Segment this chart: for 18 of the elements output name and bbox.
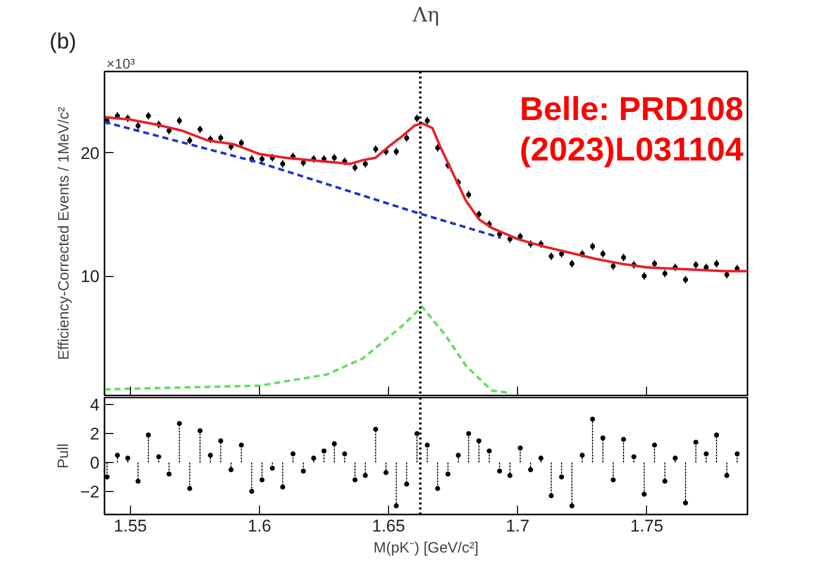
x-tick-label: 1.6: [248, 516, 272, 536]
y-tick-label: 20: [80, 144, 100, 163]
text: (b): [50, 28, 76, 54]
annotation: Belle: PRD108 (2023)L031104: [520, 90, 744, 168]
y-tick-label: 0: [90, 454, 100, 472]
y-axis-title: Pull: [55, 443, 72, 469]
y-tick-label: 4: [90, 396, 100, 415]
y-tick-label: −2: [80, 482, 100, 502]
chart-title: Λη: [412, 2, 440, 26]
x-tick-label: 1.55: [114, 516, 147, 536]
y-tick-label: 10: [80, 267, 100, 286]
x-tick-label: 1.65: [372, 516, 406, 536]
y-tick-label: 2: [90, 424, 100, 444]
x-tick-label: 1.75: [630, 516, 664, 536]
y-axis-title: Efficiency-Corrected Events / 1MeV/c²: [56, 106, 73, 360]
x-tick-label: 1.7: [506, 516, 530, 536]
x-axis-title: M(pK⁻) [GeV/c²]: [373, 540, 479, 556]
annotation: ×10³: [106, 56, 136, 72]
